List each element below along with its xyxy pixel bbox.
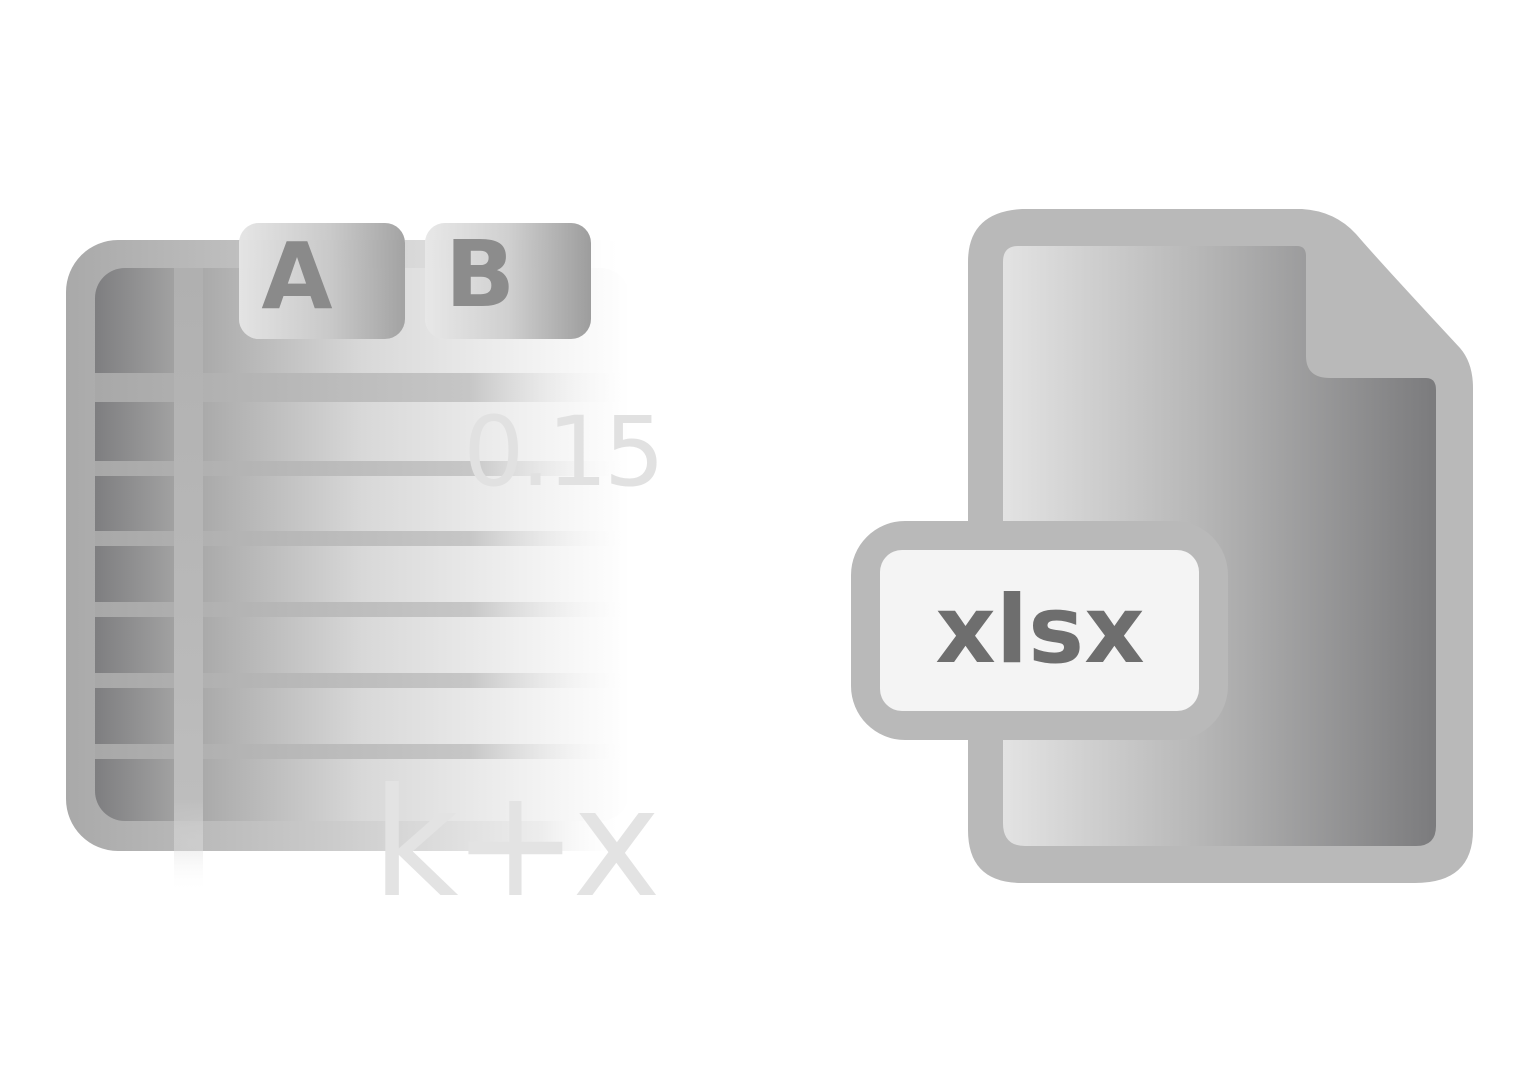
cell-value-text: 0.15 (463, 396, 661, 508)
formula-text: k+x (372, 757, 657, 931)
spreadsheet-gridlines (95, 373, 630, 759)
column-header-b-label: B (445, 221, 515, 328)
spreadsheet-column-divider (174, 268, 203, 893)
column-header-a-label: A (261, 223, 332, 330)
column-header-b: B (425, 221, 591, 339)
extension-label-text: xlsx (935, 576, 1144, 685)
xlsx-file-icon: xlsx (851, 209, 1473, 883)
extension-label (880, 550, 1199, 711)
column-header-a: A (239, 223, 405, 339)
spreadsheet-icon: A B 0.15 k+x (66, 221, 665, 931)
